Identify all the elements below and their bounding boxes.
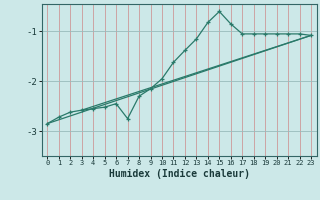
X-axis label: Humidex (Indice chaleur): Humidex (Indice chaleur) bbox=[109, 169, 250, 179]
